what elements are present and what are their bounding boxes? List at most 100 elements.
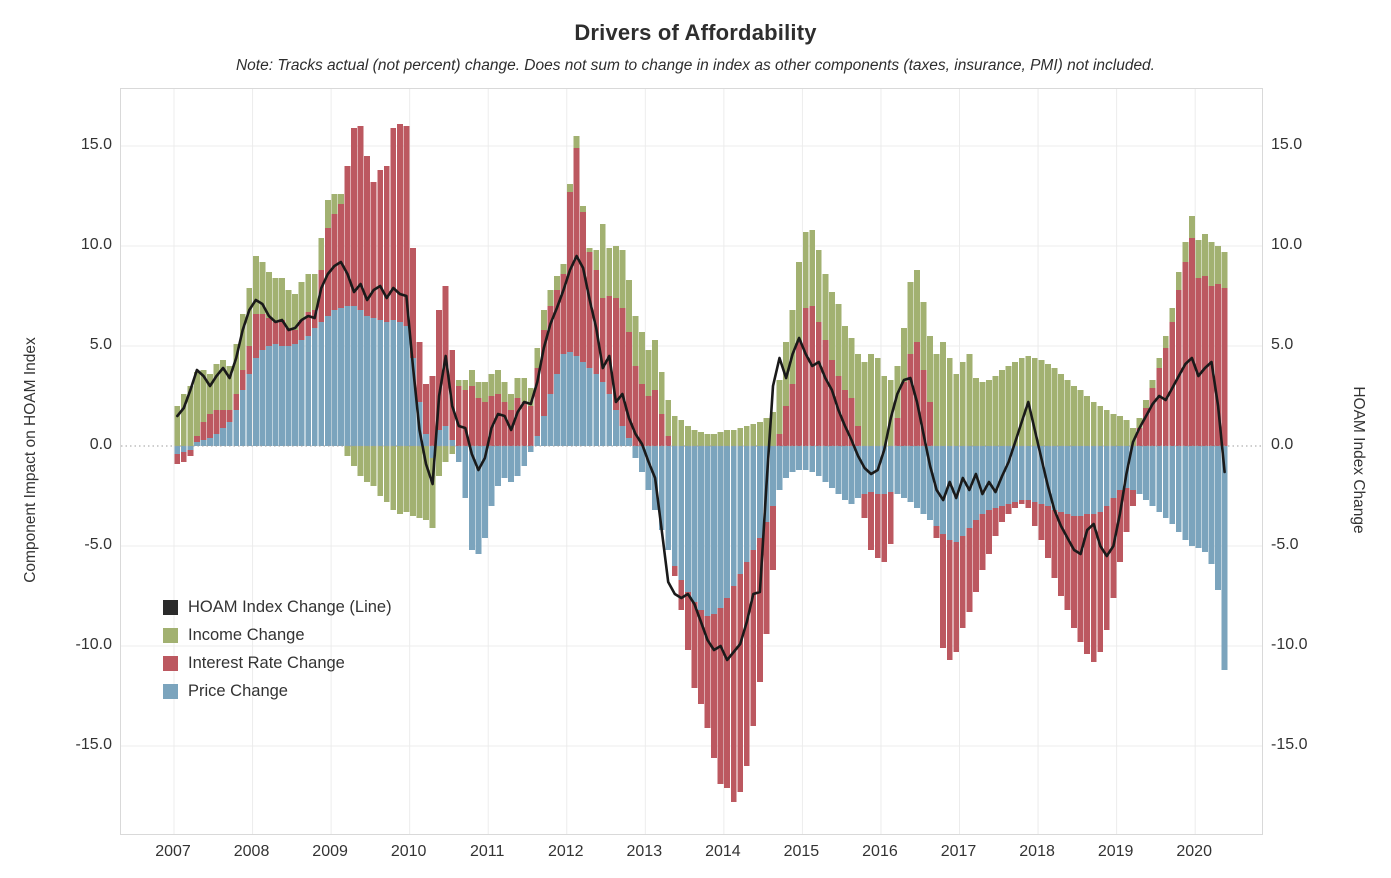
bar-segment-interest[interactable]	[305, 312, 312, 336]
bar-segment-income[interactable]	[272, 278, 279, 322]
bar-segment-interest[interactable]	[1038, 504, 1045, 540]
bar-segment-interest[interactable]	[1169, 322, 1176, 446]
bar-segment-income[interactable]	[462, 380, 469, 390]
bar-segment-price[interactable]	[1123, 446, 1130, 488]
bar-segment-price[interactable]	[468, 446, 475, 550]
bar-segment-income[interactable]	[534, 348, 541, 368]
bar-segment-price[interactable]	[639, 446, 645, 472]
bar-segment-income[interactable]	[822, 274, 829, 340]
bar-segment-interest[interactable]	[259, 314, 266, 350]
bar-segment-price[interactable]	[1202, 446, 1208, 552]
bar-segment-interest[interactable]	[272, 322, 279, 344]
bar-segment-interest[interactable]	[1188, 238, 1195, 446]
bar-segment-interest[interactable]	[848, 398, 855, 446]
bar-segment-income[interactable]	[946, 358, 953, 446]
bar-segment-interest[interactable]	[756, 538, 763, 682]
bar-segment-interest[interactable]	[298, 320, 305, 340]
bar-segment-price[interactable]	[783, 446, 789, 478]
bar-segment-interest[interactable]	[193, 436, 200, 442]
bar-segment-income[interactable]	[881, 376, 888, 446]
bar-segment-interest[interactable]	[403, 126, 410, 326]
bar-segment-price[interactable]	[881, 446, 888, 494]
bar-segment-income[interactable]	[442, 446, 449, 462]
bar-segment-income[interactable]	[678, 420, 685, 446]
bar-segment-income[interactable]	[213, 364, 220, 410]
bar-segment-price[interactable]	[796, 446, 803, 470]
bar-segment-interest[interactable]	[704, 616, 711, 728]
bar-segment-income[interactable]	[1018, 358, 1025, 446]
bar-segment-income[interactable]	[1221, 252, 1228, 288]
bar-segment-price[interactable]	[338, 308, 344, 446]
bar-segment-income[interactable]	[331, 194, 338, 214]
bar-segment-price[interactable]	[1130, 446, 1136, 490]
bar-segment-price[interactable]	[1182, 446, 1189, 540]
bar-segment-interest[interactable]	[1058, 512, 1064, 596]
bar-segment-interest[interactable]	[1195, 278, 1202, 446]
bar-segment-price[interactable]	[508, 446, 515, 482]
bar-segment-interest[interactable]	[979, 514, 986, 570]
bar-segment-price[interactable]	[665, 446, 672, 550]
bar-segment-price[interactable]	[750, 446, 757, 550]
bar-segment-price[interactable]	[580, 362, 587, 446]
bar-segment-interest[interactable]	[488, 396, 495, 446]
bar-segment-income[interactable]	[704, 434, 711, 446]
legend-item-interest[interactable]: Interest Rate Change	[163, 649, 392, 677]
bar-segment-price[interactable]	[1215, 446, 1222, 590]
bar-segment-price[interactable]	[540, 416, 547, 446]
bar-segment-interest[interactable]	[1103, 506, 1110, 630]
bar-segment-interest[interactable]	[1182, 262, 1189, 446]
bar-segment-income[interactable]	[488, 374, 495, 396]
bar-segment-price[interactable]	[174, 446, 181, 454]
bar-segment-price[interactable]	[1208, 446, 1215, 564]
bar-segment-income[interactable]	[848, 338, 855, 398]
bar-segment-income[interactable]	[770, 412, 776, 446]
bar-segment-interest[interactable]	[318, 270, 325, 322]
bar-segment-price[interactable]	[632, 446, 639, 458]
bar-segment-income[interactable]	[1182, 242, 1189, 262]
bar-segment-price[interactable]	[554, 374, 560, 446]
bar-segment-income[interactable]	[1084, 396, 1091, 446]
bar-segment-price[interactable]	[1143, 446, 1150, 500]
bar-segment-price[interactable]	[789, 446, 796, 472]
bar-segment-income[interactable]	[1149, 380, 1156, 388]
bar-segment-income[interactable]	[416, 446, 423, 518]
bar-segment-income[interactable]	[933, 354, 940, 446]
bar-segment-income[interactable]	[174, 406, 181, 446]
bar-segment-price[interactable]	[914, 446, 920, 508]
bar-segment-interest[interactable]	[174, 454, 181, 464]
bar-segment-interest[interactable]	[750, 550, 757, 726]
bar-segment-income[interactable]	[259, 262, 266, 314]
bar-segment-interest[interactable]	[1084, 514, 1091, 654]
bar-segment-income[interactable]	[429, 458, 436, 528]
bar-segment-interest[interactable]	[1149, 388, 1156, 446]
bar-segment-interest[interactable]	[540, 330, 547, 416]
bar-segment-interest[interactable]	[1005, 504, 1012, 514]
bar-segment-price[interactable]	[239, 390, 246, 446]
bar-segment-income[interactable]	[239, 314, 246, 370]
bar-segment-price[interactable]	[612, 410, 619, 446]
bar-segment-income[interactable]	[410, 446, 416, 516]
bar-segment-price[interactable]	[1051, 446, 1058, 510]
bar-segment-price[interactable]	[691, 446, 698, 602]
bar-segment-income[interactable]	[1012, 362, 1019, 446]
bar-segment-interest[interactable]	[933, 526, 940, 538]
legend-item-price[interactable]: Price Change	[163, 677, 392, 705]
bar-segment-interest[interactable]	[632, 366, 639, 446]
bar-segment-income[interactable]	[1208, 242, 1215, 286]
bar-segment-interest[interactable]	[717, 608, 724, 784]
bar-segment-interest[interactable]	[665, 436, 672, 446]
bar-segment-price[interactable]	[1064, 446, 1071, 514]
bar-segment-income[interactable]	[567, 184, 573, 192]
bar-segment-price[interactable]	[848, 446, 855, 504]
bar-segment-price[interactable]	[802, 446, 809, 470]
bar-segment-interest[interactable]	[868, 492, 875, 550]
bar-segment-interest[interactable]	[671, 566, 678, 576]
bar-segment-income[interactable]	[1064, 380, 1071, 446]
bar-segment-income[interactable]	[724, 430, 731, 446]
bar-segment-interest[interactable]	[586, 252, 593, 368]
bar-segment-income[interactable]	[671, 416, 678, 446]
bar-segment-income[interactable]	[547, 290, 554, 306]
bar-segment-price[interactable]	[436, 430, 443, 446]
bar-segment-interest[interactable]	[200, 422, 207, 440]
bar-segment-interest[interactable]	[364, 156, 371, 316]
